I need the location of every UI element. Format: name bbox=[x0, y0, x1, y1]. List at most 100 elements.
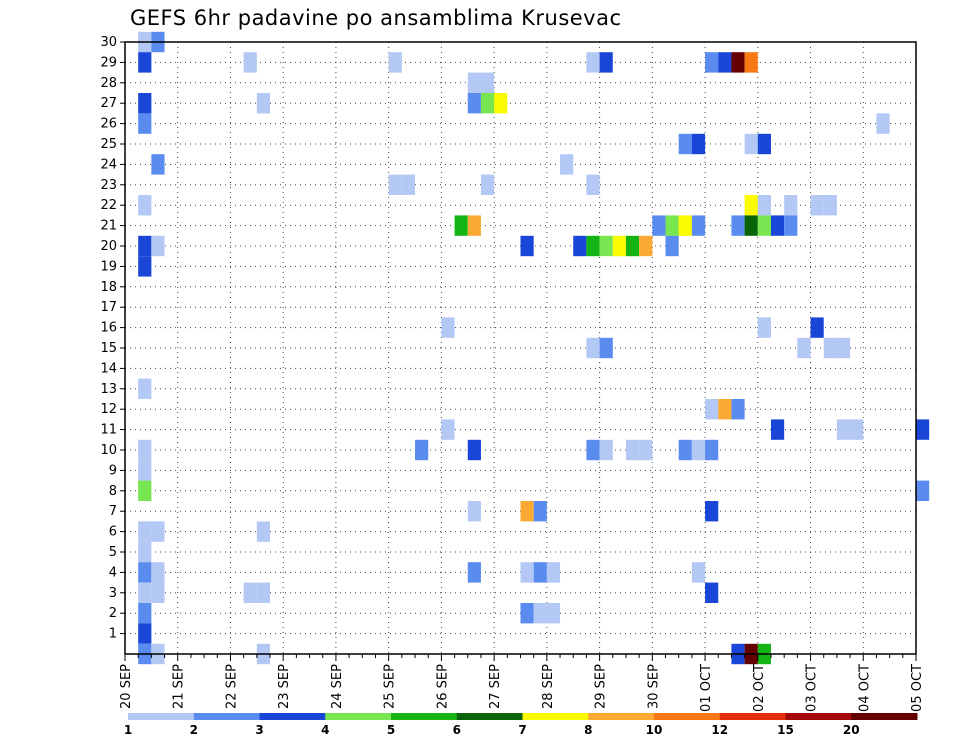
heatmap-cell bbox=[586, 235, 600, 257]
x-date-label: 02 OCT bbox=[752, 664, 767, 712]
x-date-label: 29 SEP bbox=[594, 664, 609, 709]
heatmap-cell bbox=[480, 93, 495, 114]
heatmap-cell bbox=[533, 501, 547, 522]
heatmap-cell bbox=[744, 215, 758, 236]
heatmap-cell bbox=[573, 235, 587, 257]
heatmap-cell bbox=[151, 562, 165, 583]
heatmap-cell bbox=[836, 419, 851, 440]
legend-label: 10 bbox=[646, 723, 663, 737]
heatmap-cell bbox=[757, 133, 771, 155]
heatmap-cell bbox=[718, 52, 732, 73]
y-tick-label: 2 bbox=[109, 606, 117, 621]
heatmap-cell bbox=[599, 439, 613, 461]
legend-label: 7 bbox=[518, 723, 526, 737]
legend-swatch bbox=[654, 713, 721, 720]
y-tick-label: 10 bbox=[100, 443, 117, 458]
y-tick-label: 26 bbox=[100, 117, 117, 132]
legend-swatch bbox=[522, 713, 589, 720]
legend-swatch bbox=[851, 713, 918, 720]
heatmap-cell bbox=[639, 235, 653, 257]
x-date-label: 20 SEP bbox=[119, 664, 134, 709]
heatmap-cell bbox=[599, 52, 613, 73]
y-tick-label: 21 bbox=[100, 219, 117, 234]
heatmap-cell bbox=[138, 52, 152, 73]
heatmap-cell bbox=[151, 582, 165, 603]
heatmap-cell bbox=[705, 501, 719, 522]
legend-label: 2 bbox=[190, 723, 198, 737]
plot-border bbox=[124, 41, 917, 655]
heatmap-cell bbox=[652, 215, 666, 236]
heatmap-cell bbox=[138, 93, 152, 114]
heatmap-cell bbox=[441, 317, 455, 338]
plot-frame bbox=[124, 41, 917, 655]
y-tick-label: 4 bbox=[109, 565, 117, 580]
heatmap-cell bbox=[388, 174, 402, 195]
y-tick-label: 24 bbox=[100, 157, 117, 172]
heatmap-cell bbox=[467, 215, 481, 236]
heatmap-cell bbox=[480, 72, 495, 93]
heatmap-cell bbox=[691, 133, 706, 155]
heatmap-cell bbox=[138, 113, 152, 134]
heatmap-cell bbox=[533, 562, 547, 583]
heatmap-cell bbox=[243, 52, 257, 73]
heatmap-cell bbox=[454, 215, 468, 236]
legend-swatch bbox=[785, 713, 852, 720]
heatmap-cell bbox=[705, 399, 719, 420]
heatmap-cell bbox=[586, 439, 600, 461]
heatmap-cell bbox=[138, 562, 152, 583]
y-tick-label: 9 bbox=[109, 463, 117, 478]
x-date-label: 23 SEP bbox=[277, 664, 292, 709]
heatmap-cell bbox=[520, 235, 534, 257]
x-date-label: 03 OCT bbox=[805, 664, 820, 712]
x-date-label: 30 SEP bbox=[646, 664, 661, 709]
heatmap-cell bbox=[467, 562, 481, 583]
heatmap-cell bbox=[836, 337, 851, 359]
heatmap-cell bbox=[599, 235, 613, 257]
y-tick-label: 19 bbox=[100, 259, 117, 274]
heatmap-cell bbox=[467, 439, 481, 461]
legend-label: 3 bbox=[255, 723, 263, 737]
y-tick-label: 22 bbox=[100, 198, 117, 213]
heatmap-cell bbox=[678, 439, 692, 461]
y-tick-label: 27 bbox=[100, 96, 117, 111]
heatmap-cell bbox=[138, 541, 152, 563]
heatmap-cell bbox=[480, 174, 495, 195]
legend-label: 15 bbox=[777, 723, 794, 737]
y-tick-label: 6 bbox=[109, 525, 117, 540]
x-date-label: 25 SEP bbox=[383, 664, 398, 709]
heatmap-cell bbox=[876, 113, 890, 134]
y-tick-label: 11 bbox=[100, 423, 117, 438]
x-date-label: 04 OCT bbox=[857, 664, 872, 712]
heatmap-cell bbox=[823, 337, 837, 359]
heatmap-cell bbox=[520, 603, 534, 624]
heatmap-cell bbox=[467, 501, 481, 522]
legend-swatch bbox=[456, 713, 523, 720]
heatmap-cell bbox=[256, 93, 271, 114]
y-tick-label: 30 bbox=[100, 35, 117, 50]
legend-swatch bbox=[588, 713, 655, 720]
heatmap-cell bbox=[705, 439, 719, 461]
color-legend: 1 2 3 4 5 6 7 8 10 12 15 20 bbox=[124, 713, 918, 737]
heatmap-cell bbox=[546, 562, 561, 583]
heatmap-cell bbox=[151, 521, 165, 542]
heatmap-cell bbox=[494, 93, 508, 114]
y-tick-label: 16 bbox=[100, 321, 117, 336]
heatmap-cell bbox=[256, 582, 271, 603]
x-date-label: 26 SEP bbox=[435, 664, 450, 709]
heatmap-cell bbox=[731, 215, 745, 236]
y-tick-label: 20 bbox=[100, 239, 117, 254]
y-tick-label: 1 bbox=[109, 627, 117, 642]
heatmap-cell bbox=[138, 439, 152, 461]
y-tick-label: 28 bbox=[100, 76, 117, 91]
heatmap-cell bbox=[401, 174, 416, 195]
heatmap-cell bbox=[757, 195, 771, 216]
heatmap-cell bbox=[691, 439, 706, 461]
heatmap-cell bbox=[599, 337, 613, 359]
y-tick-label: 29 bbox=[100, 55, 117, 70]
heatmap-cell bbox=[731, 399, 745, 420]
x-date-label: 24 SEP bbox=[330, 664, 345, 709]
heatmap-cell bbox=[731, 52, 745, 73]
heatmap-cell bbox=[138, 623, 152, 644]
heatmap-cell bbox=[691, 562, 706, 583]
